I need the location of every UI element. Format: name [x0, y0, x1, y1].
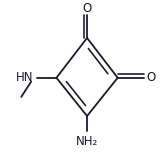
Text: HN: HN [16, 71, 34, 84]
Text: O: O [146, 71, 155, 84]
Text: O: O [82, 2, 92, 15]
Text: NH₂: NH₂ [76, 135, 98, 148]
